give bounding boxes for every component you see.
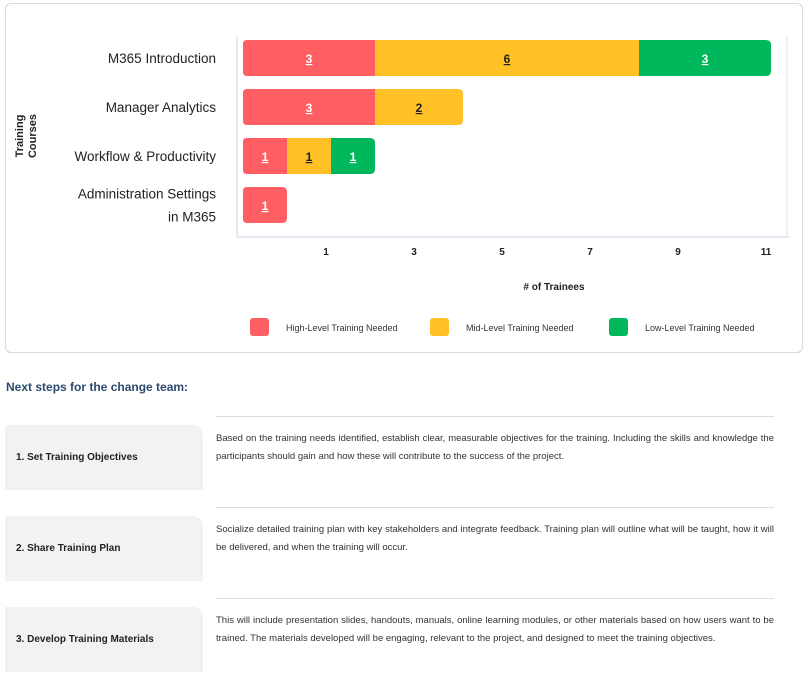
step-description: Socialize detailed training plan with ke… xyxy=(216,524,774,553)
x-axis-title: # of Trainees xyxy=(523,282,585,293)
y-axis-title: Courses xyxy=(27,114,39,158)
step-description: Based on the training needs identified, … xyxy=(216,433,774,462)
x-tick-label: 3 xyxy=(411,247,417,258)
bar-value-label: 1 xyxy=(262,199,269,213)
bar-value-label: 2 xyxy=(416,101,423,115)
bar-segment xyxy=(639,40,771,76)
bar-value-label: 3 xyxy=(306,101,313,115)
bar-segment xyxy=(331,138,375,174)
bar-segment xyxy=(243,89,375,125)
legend-swatch xyxy=(250,318,269,336)
step-description: This will include presentation slides, h… xyxy=(216,615,774,644)
step-title: 1. Set Training Objectives xyxy=(5,425,203,490)
legend-label: High-Level Training Needed xyxy=(286,323,398,333)
legend-label: Mid-Level Training Needed xyxy=(466,323,574,333)
category-label: Workflow & Productivity xyxy=(74,149,216,164)
bar-value-label: 1 xyxy=(306,150,313,164)
bar-segment xyxy=(243,138,287,174)
bar-value-label: 1 xyxy=(262,150,269,164)
step-title: 2. Share Training Plan xyxy=(5,516,203,581)
step-3: 3. Develop Training Materials This will … xyxy=(0,598,810,672)
next-steps-heading: Next steps for the change team: xyxy=(6,380,189,394)
x-tick-label: 7 xyxy=(587,247,593,258)
bar-value-label: 6 xyxy=(504,52,511,66)
legend-swatch xyxy=(609,318,628,336)
divider xyxy=(216,416,774,417)
bar-segment xyxy=(287,138,331,174)
bar-value-label: 1 xyxy=(350,150,357,164)
x-tick-label: 5 xyxy=(499,247,505,258)
legend-label: Low-Level Training Needed xyxy=(645,323,755,333)
bar-segment xyxy=(375,89,463,125)
bar-value-label: 3 xyxy=(306,52,313,66)
bar-segment xyxy=(243,40,375,76)
stacked-bar-chart: M365 Introduction 3 6 3 Manager Analytics 3 2 W… xyxy=(14,36,789,336)
category-label: M365 Introduction xyxy=(108,51,216,66)
step-2: 2. Share Training Plan Socialize detaile… xyxy=(0,507,810,581)
step-1: 1. Set Training Objectives Based on the … xyxy=(0,416,810,490)
x-tick-label: 1 xyxy=(323,247,329,258)
x-tick-label: 9 xyxy=(675,247,681,258)
y-axis-title: Training xyxy=(14,115,26,158)
chart-card: M365 Introduction 3 6 3 Manager Analytics 3 2 W… xyxy=(5,3,803,353)
x-tick-label: 11 xyxy=(761,247,772,258)
legend-swatch xyxy=(430,318,449,336)
step-title: 3. Develop Training Materials xyxy=(5,607,203,672)
category-label: Administration Settings xyxy=(78,187,216,202)
bar-value-label: 3 xyxy=(702,52,709,66)
bar-segment xyxy=(243,187,287,223)
divider xyxy=(216,507,774,508)
divider xyxy=(216,598,774,599)
category-label: in M365 xyxy=(168,210,216,225)
bar-segment xyxy=(375,40,639,76)
category-label: Manager Analytics xyxy=(106,100,217,115)
